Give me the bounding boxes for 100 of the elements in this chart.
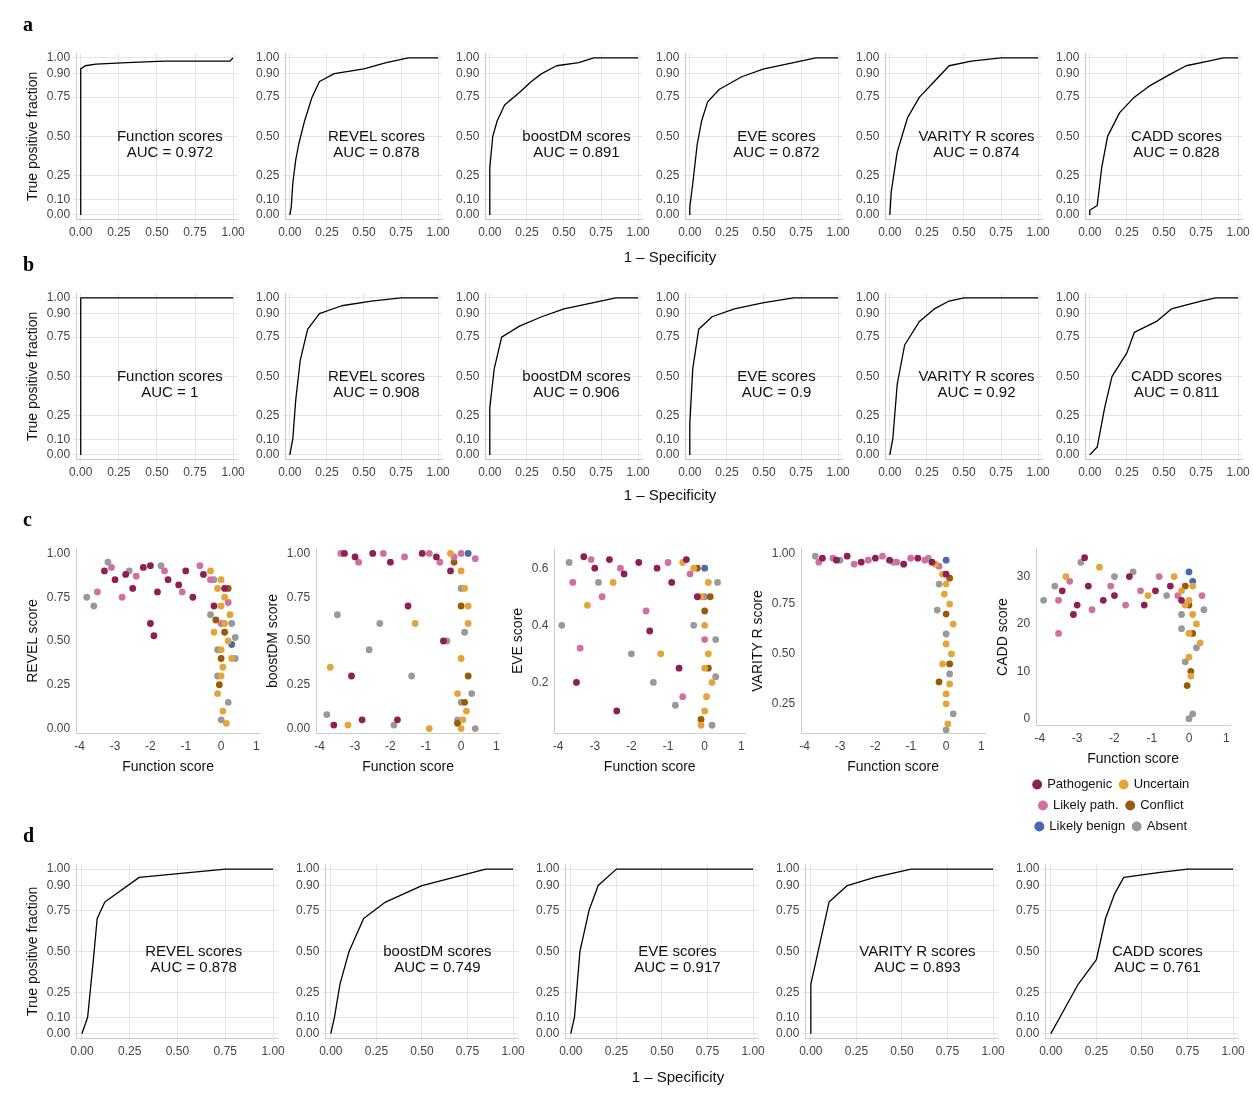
x-tick-label: -4 — [552, 739, 564, 754]
y-tick-label: 1.00 — [1056, 290, 1080, 305]
x-tick-label: 1.00 — [826, 465, 851, 480]
x-tick-label: 0.75 — [183, 225, 208, 240]
y-tick-label: 0.50 — [776, 943, 800, 958]
x-axis-title: Function score — [1087, 750, 1180, 767]
x-tick-label: 0.25 — [915, 465, 939, 480]
x-axis-title: 1 – Specificity — [631, 1068, 725, 1085]
x-tick-label: -4 — [74, 739, 86, 754]
annotation: AUC = 0.872 — [733, 142, 820, 160]
x-tick-label: 0.25 — [604, 1044, 629, 1059]
annotation: REVEL scores — [328, 126, 426, 144]
x-tick-label: -2 — [870, 739, 882, 754]
y-tick-label: 0.25 — [656, 407, 680, 422]
y-tick-label: 0.90 — [1056, 305, 1080, 320]
y-tick-label: 0.75 — [46, 329, 71, 344]
y-tick-label: 0.00 — [46, 207, 71, 222]
x-tick-label: 0.00 — [70, 1044, 94, 1059]
y-tick-label: 0.90 — [856, 305, 880, 320]
y-tick-label: 0.25 — [856, 407, 880, 422]
y-tick-label: 0.10 — [656, 191, 680, 206]
annotation: EVE scores — [638, 942, 717, 960]
x-tick-label: 0.00 — [69, 465, 93, 480]
annotation: AUC = 0.874 — [933, 142, 1020, 160]
y-tick-label: 0.75 — [46, 89, 71, 104]
y-tick-label: 0.90 — [256, 65, 280, 80]
y-tick-label: 0.00 — [776, 1025, 800, 1040]
annotation: AUC = 0.749 — [394, 958, 481, 976]
x-tick-label: 1.00 — [1221, 1044, 1246, 1059]
x-tick-label: 1.00 — [1026, 465, 1051, 480]
y-tick-label: 0.50 — [286, 633, 311, 648]
x-tick-label: 0.75 — [589, 225, 614, 240]
annotation: VARITY R scores — [918, 126, 1035, 144]
y-tick-label: 0 — [1023, 711, 1031, 726]
x-tick-label: -1 — [180, 739, 192, 754]
chart-title: a — [23, 13, 33, 36]
y-tick-label: 0.75 — [286, 589, 311, 604]
annotation: AUC = 0.878 — [333, 142, 420, 160]
x-tick-label: -2 — [626, 739, 638, 754]
y-tick-label: 0.75 — [256, 329, 280, 344]
x-tick-label: 0.75 — [183, 465, 208, 480]
chart-title: b — [23, 253, 35, 276]
y-tick-label: 0.10 — [256, 431, 280, 446]
x-tick-label: 0 — [217, 739, 225, 754]
y-axis-title: True positive fraction — [24, 71, 41, 202]
x-tick-label: 0.00 — [1078, 225, 1102, 240]
x-tick-label: 0.50 — [890, 1044, 914, 1059]
x-tick-label: 0.25 — [515, 465, 539, 480]
y-tick-label: 0.75 — [856, 329, 880, 344]
x-tick-label: 0.75 — [389, 465, 414, 480]
x-tick-label: 0.00 — [319, 1044, 343, 1059]
x-tick-label: 0.00 — [69, 225, 93, 240]
annotation: AUC = 0.811 — [1133, 382, 1220, 400]
x-tick-label: -4 — [799, 739, 811, 754]
x-tick-label: 0.50 — [352, 465, 376, 480]
x-tick-label: -3 — [349, 739, 361, 754]
x-axis-title: Function score — [362, 758, 455, 775]
y-tick-label: 0.10 — [46, 1009, 71, 1024]
x-tick-label: 0.75 — [1175, 1044, 1200, 1059]
y-tick-label: 0.75 — [771, 596, 796, 611]
x-tick-label: 0.00 — [559, 1044, 583, 1059]
x-tick-label: 0.00 — [478, 465, 502, 480]
x-tick-label: 1.00 — [1226, 465, 1251, 480]
x-axis-title: Function score — [122, 758, 215, 775]
y-tick-label: 0.25 — [536, 984, 560, 999]
y-tick-label: 1.00 — [286, 545, 311, 560]
y-tick-label: 0.50 — [656, 128, 680, 143]
y-tick-label: 0.50 — [656, 368, 680, 383]
y-tick-label: 0.25 — [456, 407, 480, 422]
y-tick-label: 0.50 — [46, 943, 71, 958]
x-tick-label: 0.00 — [678, 465, 702, 480]
y-tick-label: 1.00 — [656, 290, 680, 305]
x-tick-label: -1 — [662, 739, 674, 754]
y-tick-label: 1.00 — [46, 861, 71, 876]
y-tick-label: 1.00 — [776, 861, 800, 876]
y-tick-label: 1.00 — [46, 50, 71, 65]
y-tick-label: 0.25 — [1056, 407, 1080, 422]
x-tick-label: -4 — [1034, 731, 1046, 746]
y-tick-label: 0.10 — [656, 431, 680, 446]
x-tick-label: 0.25 — [844, 1044, 869, 1059]
annotation: CADD scores — [1111, 942, 1203, 960]
y-tick-label: 1.00 — [456, 50, 480, 65]
y-tick-label: 0.00 — [856, 447, 880, 462]
y-tick-label: 10 — [1016, 663, 1031, 678]
y-tick-label: 0.00 — [286, 720, 311, 735]
y-tick-label: 0.75 — [456, 89, 480, 104]
x-tick-label: 0.25 — [107, 465, 131, 480]
annotation: EVE scores — [737, 366, 816, 384]
y-tick-label: 0.50 — [296, 943, 320, 958]
x-tick-label: 0.00 — [799, 1044, 823, 1059]
y-tick-label: 1.00 — [856, 290, 880, 305]
x-tick-label: -2 — [1109, 731, 1121, 746]
y-axis-title: True positive fraction — [24, 886, 41, 1017]
x-tick-label: 1.00 — [981, 1044, 1006, 1059]
x-tick-label: 0.00 — [878, 465, 902, 480]
x-tick-label: 0.50 — [145, 465, 169, 480]
y-tick-label: 0.75 — [1056, 89, 1080, 104]
legend-label: Pathogenic — [1047, 776, 1113, 792]
x-tick-label: -3 — [589, 739, 601, 754]
x-axis-title: 1 – Specificity — [623, 486, 717, 503]
